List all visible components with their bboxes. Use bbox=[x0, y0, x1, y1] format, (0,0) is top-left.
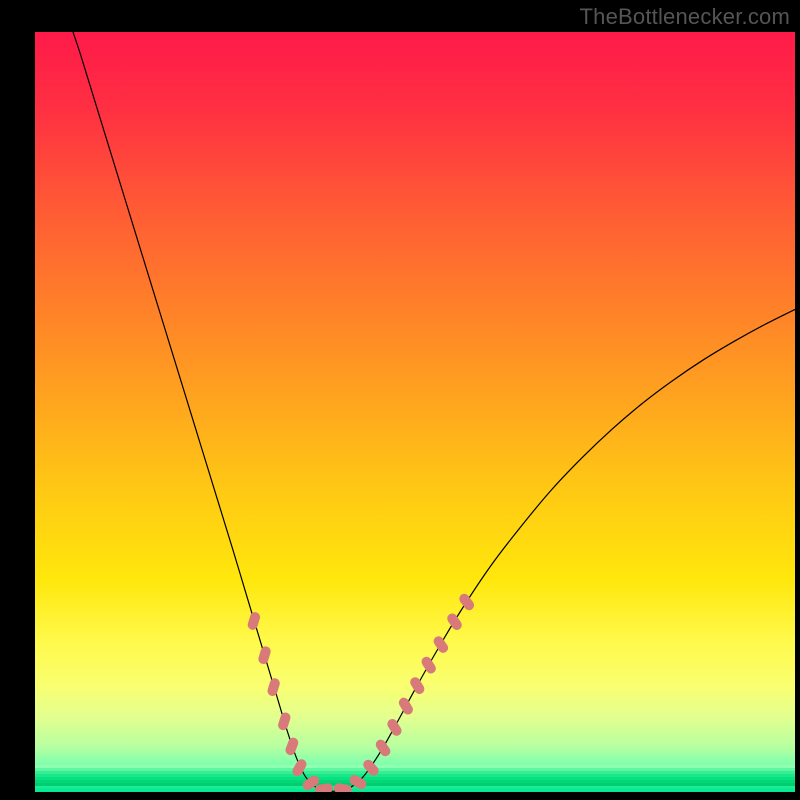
plot-area bbox=[35, 32, 795, 792]
curve-marker bbox=[277, 711, 292, 731]
curve-marker bbox=[432, 634, 450, 655]
curve-marker bbox=[257, 645, 272, 665]
watermark-text: TheBottlenecker.com bbox=[580, 4, 790, 30]
curve-marker bbox=[246, 611, 261, 631]
curve-layer bbox=[35, 32, 795, 792]
curve-marker bbox=[374, 738, 393, 758]
curve-marker bbox=[457, 592, 476, 612]
curve-marker bbox=[361, 758, 380, 778]
curve-marker bbox=[420, 655, 438, 676]
bottleneck-curve bbox=[73, 32, 795, 791]
curve-marker bbox=[333, 782, 352, 792]
curve-marker bbox=[445, 612, 464, 632]
curve-marker bbox=[266, 677, 281, 697]
curve-marker bbox=[408, 675, 426, 696]
curve-marker bbox=[385, 717, 403, 738]
curve-marker bbox=[291, 757, 309, 778]
curve-marker bbox=[397, 696, 415, 717]
curve-marker bbox=[284, 736, 300, 756]
